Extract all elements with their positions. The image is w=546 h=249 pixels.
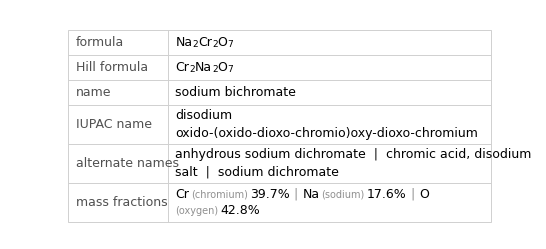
Text: O: O — [419, 188, 429, 201]
Text: O: O — [217, 61, 228, 74]
Text: (chromium): (chromium) — [191, 189, 248, 199]
Text: anhydrous sodium dichromate  |  chromic acid, disodium: anhydrous sodium dichromate | chromic ac… — [175, 148, 532, 161]
Text: Na: Na — [195, 61, 212, 74]
Text: formula: formula — [76, 36, 124, 49]
Text: salt  |  sodium dichromate: salt | sodium dichromate — [175, 165, 339, 178]
Text: O: O — [217, 36, 228, 49]
Text: 7: 7 — [228, 40, 233, 49]
Text: (oxygen): (oxygen) — [175, 206, 218, 216]
Text: |: | — [294, 188, 298, 201]
Text: 39.7%: 39.7% — [250, 188, 289, 201]
Text: (sodium): (sodium) — [321, 189, 364, 199]
Text: 2: 2 — [212, 40, 217, 49]
Text: oxido-(oxido-dioxo-chromio)oxy-dioxo-chromium: oxido-(oxido-dioxo-chromio)oxy-dioxo-chr… — [175, 126, 478, 139]
Text: name: name — [76, 86, 111, 99]
Text: alternate names: alternate names — [76, 157, 179, 170]
Text: 2: 2 — [212, 65, 217, 74]
Text: Cr: Cr — [175, 188, 189, 201]
Text: disodium: disodium — [175, 110, 233, 123]
Text: Cr: Cr — [175, 61, 189, 74]
Text: 7: 7 — [228, 65, 233, 74]
Text: 42.8%: 42.8% — [221, 204, 260, 217]
Text: |: | — [411, 188, 415, 201]
Text: IUPAC name: IUPAC name — [76, 118, 152, 131]
Text: Na: Na — [302, 188, 319, 201]
Text: 17.6%: 17.6% — [366, 188, 406, 201]
Text: Hill formula: Hill formula — [76, 61, 148, 74]
Text: sodium bichromate: sodium bichromate — [175, 86, 296, 99]
Text: Na: Na — [175, 36, 192, 49]
Text: Cr: Cr — [198, 36, 212, 49]
Text: 2: 2 — [192, 40, 198, 49]
Text: 2: 2 — [189, 65, 195, 74]
Text: mass fractions: mass fractions — [76, 196, 168, 209]
